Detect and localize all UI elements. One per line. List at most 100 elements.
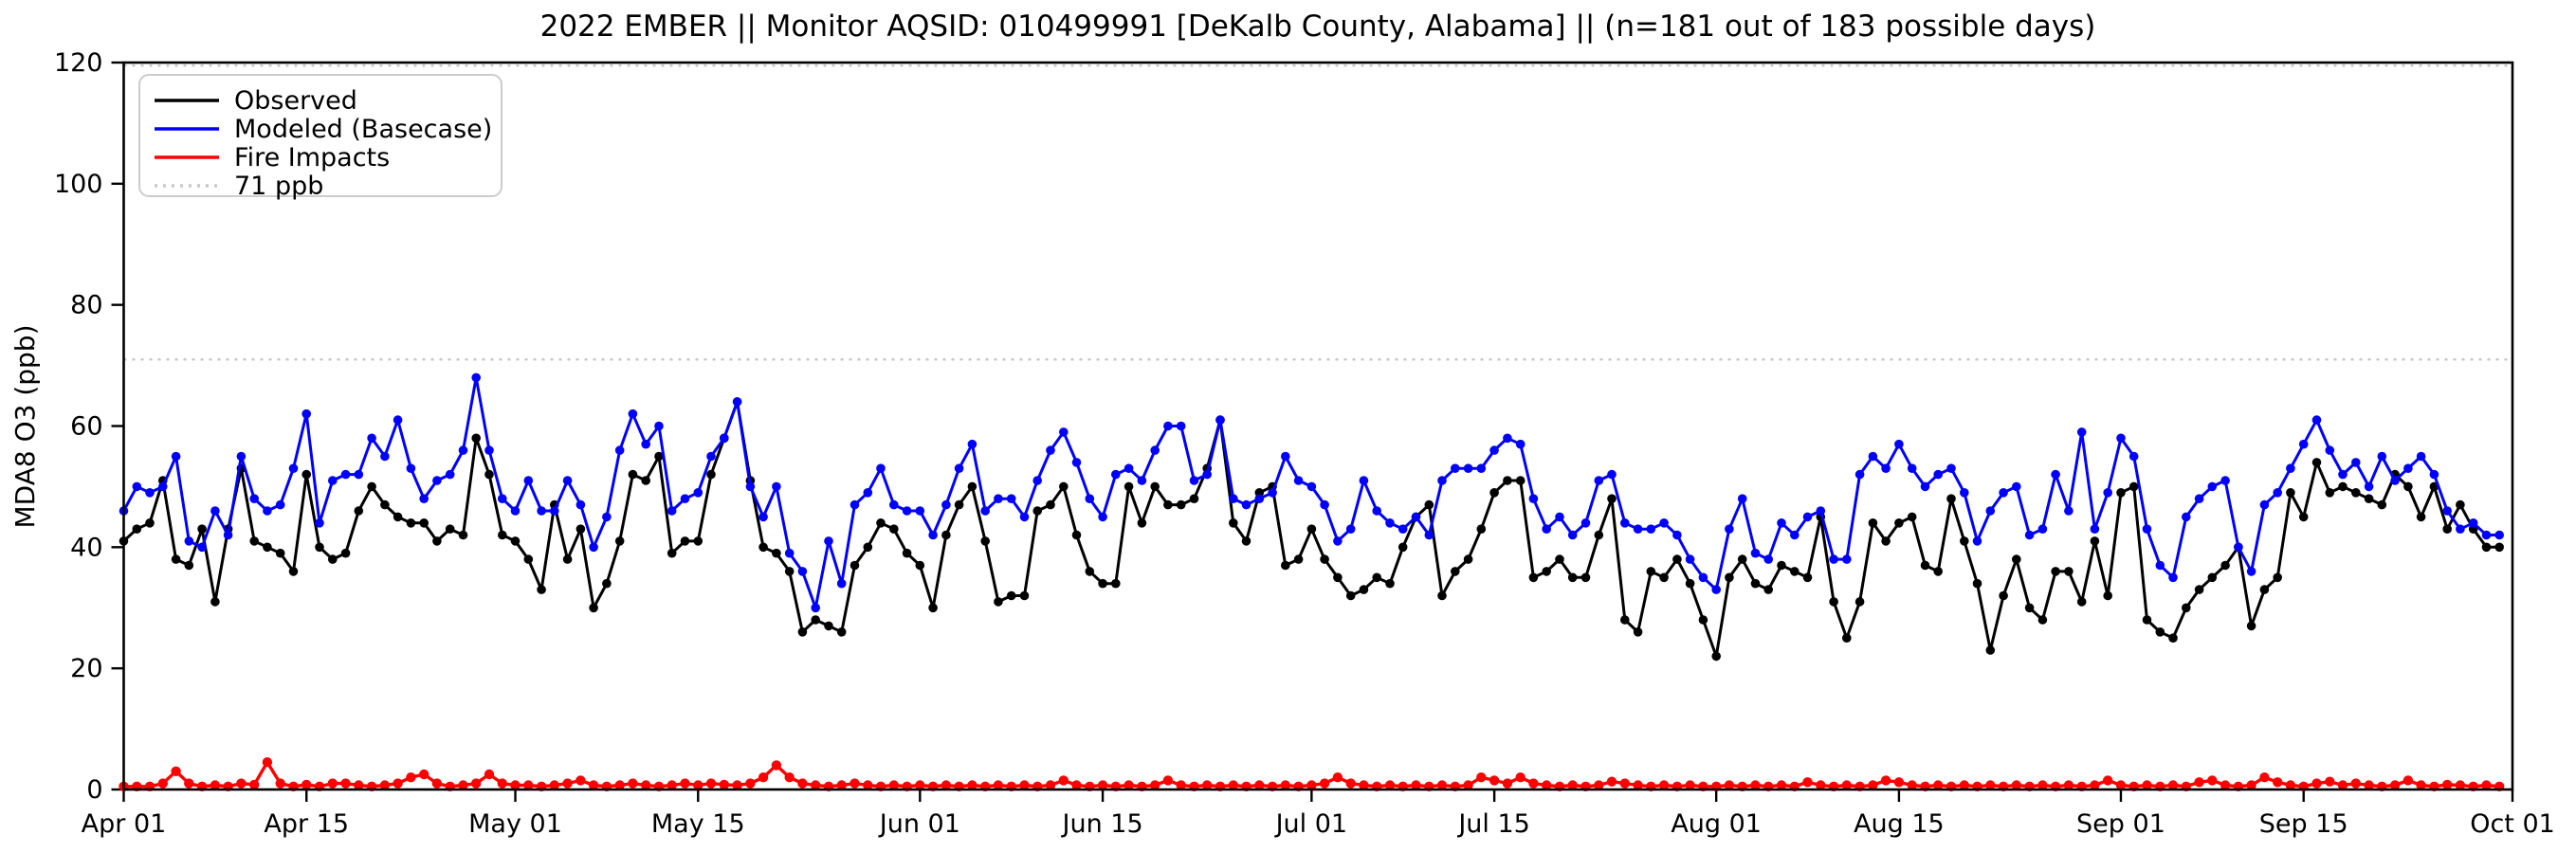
data-point <box>1606 776 1617 787</box>
data-point <box>1725 524 1734 534</box>
data-point <box>510 536 521 546</box>
data-point <box>1058 775 1069 786</box>
data-point <box>1306 481 1317 492</box>
data-point <box>1032 476 1042 485</box>
data-point <box>850 560 860 571</box>
data-point <box>654 451 664 462</box>
data-point <box>758 772 769 783</box>
data-point <box>2011 780 2021 790</box>
data-point <box>1176 780 1186 790</box>
data-point <box>2116 433 2126 444</box>
data-point <box>1476 524 1487 534</box>
data-point <box>1268 488 1277 498</box>
data-point <box>1580 572 1591 583</box>
data-point <box>1019 780 1030 790</box>
data-point <box>498 494 507 503</box>
y-tick-label: 0 <box>86 775 102 805</box>
data-point <box>967 780 977 790</box>
data-point <box>1960 488 1969 498</box>
data-point <box>340 548 351 558</box>
data-point <box>575 499 586 510</box>
data-point <box>1489 775 1500 786</box>
data-point <box>1398 542 1408 553</box>
data-point <box>301 779 312 790</box>
data-point <box>1306 780 1317 790</box>
data-point <box>628 469 638 480</box>
data-point <box>994 597 1003 607</box>
data-point <box>1424 499 1434 510</box>
data-point <box>1476 772 1487 783</box>
data-point <box>1281 560 1290 571</box>
data-point <box>1124 481 1134 492</box>
data-point <box>275 778 285 789</box>
x-tick-label: Apr 15 <box>264 809 349 839</box>
data-point <box>1045 780 1056 790</box>
data-point <box>2051 469 2060 480</box>
data-point <box>915 560 925 571</box>
data-point <box>458 445 468 455</box>
legend-label: Modeled (Basecase) <box>234 115 492 144</box>
data-point <box>406 772 416 783</box>
x-tick-label: Oct 01 <box>2470 809 2555 839</box>
data-point <box>1385 578 1395 589</box>
data-point <box>393 512 403 522</box>
data-point <box>1972 536 1982 546</box>
data-point <box>2182 512 2191 522</box>
data-point <box>301 469 312 480</box>
data-point <box>132 524 142 534</box>
data-point <box>184 778 194 789</box>
data-point <box>1333 536 1343 546</box>
data-point <box>2168 572 2178 583</box>
data-point <box>2416 512 2426 522</box>
data-point <box>836 780 847 790</box>
data-point <box>2389 780 2401 790</box>
legend-label: 71 ppb <box>234 172 323 201</box>
data-point <box>1032 506 1042 516</box>
data-point <box>510 780 521 790</box>
data-point <box>1059 427 1069 437</box>
data-point <box>2311 458 2322 467</box>
data-point <box>145 518 155 528</box>
data-point <box>941 780 952 790</box>
data-point <box>2351 488 2361 498</box>
data-point <box>263 542 272 553</box>
data-point <box>171 554 181 564</box>
data-point <box>550 506 559 516</box>
data-point <box>1528 572 1539 583</box>
data-point <box>2481 780 2492 790</box>
data-point <box>1868 780 1878 790</box>
data-point <box>771 760 782 771</box>
data-point <box>1241 499 1251 510</box>
data-point <box>2037 780 2048 790</box>
data-point <box>2234 542 2243 553</box>
data-point <box>680 494 690 503</box>
y-tick-label: 60 <box>70 412 102 442</box>
data-point <box>249 494 260 503</box>
data-point <box>1802 512 1813 522</box>
data-point <box>1476 463 1487 474</box>
data-point <box>2377 451 2387 462</box>
data-point <box>1006 590 1016 601</box>
data-point <box>2220 780 2231 790</box>
x-tick-label: May 15 <box>651 809 745 839</box>
data-point <box>1881 463 1891 474</box>
data-point <box>1633 524 1643 534</box>
data-point <box>1894 439 1904 449</box>
data-point <box>680 778 690 789</box>
data-point <box>1790 567 1800 576</box>
data-point <box>2481 530 2492 540</box>
x-tick-label: Sep 15 <box>2259 809 2348 839</box>
data-point <box>1254 494 1265 503</box>
data-point <box>1124 780 1134 790</box>
y-axis-ticks: 0 20 40 60 80 100 120 <box>54 48 124 805</box>
data-point <box>406 463 416 474</box>
data-point <box>654 421 664 431</box>
data-point <box>2220 560 2230 571</box>
data-point <box>2338 469 2348 480</box>
data-point <box>379 780 391 790</box>
data-point <box>614 536 625 546</box>
data-point <box>1854 597 1865 607</box>
data-point <box>2481 542 2492 553</box>
data-point <box>1854 469 1865 480</box>
data-point <box>1790 530 1800 540</box>
